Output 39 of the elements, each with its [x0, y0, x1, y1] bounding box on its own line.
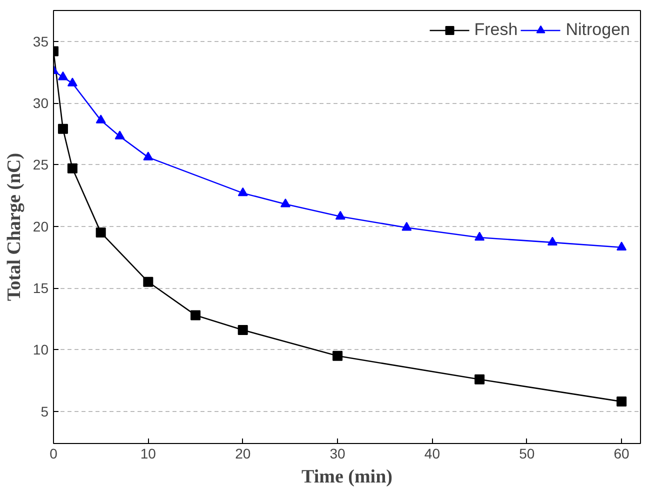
- point: [547, 236, 558, 246]
- point: [402, 222, 412, 231]
- point: [474, 374, 485, 384]
- x-tick-label: 40: [424, 446, 440, 462]
- x-tick-label: 50: [519, 446, 535, 462]
- y-tick-label: 25: [32, 156, 49, 173]
- y-tick-label: 10: [32, 342, 49, 358]
- legend-label: Nitrogen: [566, 20, 630, 40]
- point: [143, 276, 154, 287]
- point: [96, 114, 106, 124]
- y-tick-label: 20: [32, 218, 49, 234]
- point: [67, 163, 78, 174]
- x-tick-label: 10: [140, 446, 156, 462]
- y-tick-label: 5: [40, 403, 49, 420]
- x-tick-label: 20: [235, 446, 251, 462]
- point: [58, 124, 68, 134]
- point: [335, 210, 346, 220]
- point: [616, 242, 627, 250]
- y-tick-label: 15: [32, 280, 49, 296]
- point: [96, 228, 106, 238]
- point: [190, 310, 201, 320]
- x-tick-label: 60: [614, 446, 630, 462]
- point: [238, 325, 248, 336]
- y-axis-title: Total Charge (nC): [4, 152, 25, 302]
- x-axis-title: Time (min): [302, 466, 392, 488]
- x-tick-label: 30: [330, 446, 346, 462]
- point: [280, 198, 290, 208]
- point: [67, 78, 78, 86]
- point: [238, 187, 248, 196]
- y-tick-label: 30: [32, 95, 49, 112]
- legend-label: Fresh: [474, 20, 518, 40]
- point: [114, 130, 125, 140]
- x-tick-label: 0: [50, 446, 58, 462]
- point: [332, 350, 343, 361]
- point: [58, 71, 68, 80]
- point: [616, 396, 627, 407]
- point: [143, 152, 154, 160]
- point: [474, 232, 485, 241]
- y-tick-label: 35: [32, 33, 49, 50]
